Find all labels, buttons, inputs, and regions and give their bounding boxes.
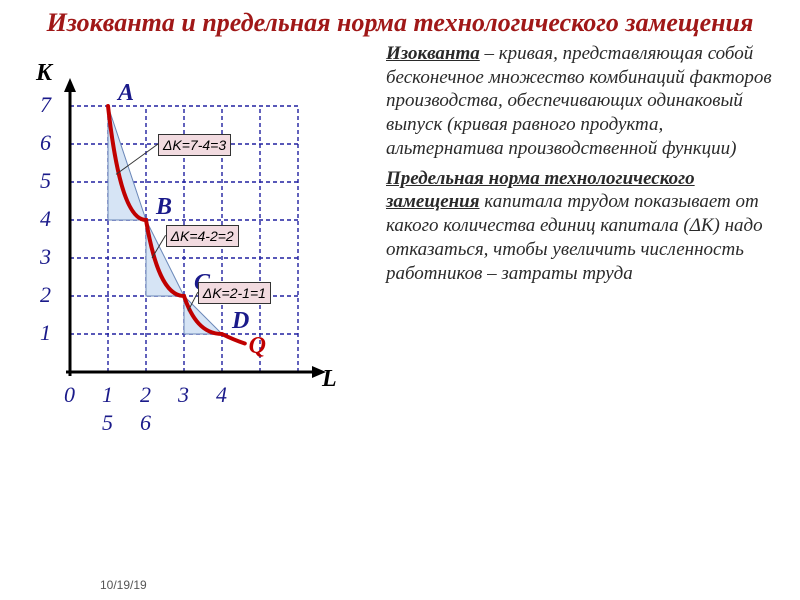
point-label-B: B — [156, 194, 172, 221]
x-tick: 1 — [102, 382, 113, 408]
y-tick: 6 — [40, 130, 51, 156]
x-axis-label: L — [322, 366, 337, 393]
y-tick: 3 — [40, 244, 51, 270]
delta-annotation: ΔK=7-4=3 — [158, 134, 231, 156]
x-tick: 3 — [178, 382, 189, 408]
page-title: Изокванта и предельная норма технологиче… — [0, 0, 800, 42]
y-axis-label: K — [36, 60, 52, 87]
y-tick: 1 — [40, 320, 51, 346]
x-tick: 5 — [102, 410, 113, 436]
footer-date: 10/19/19 — [100, 578, 147, 592]
x-tick: 4 — [216, 382, 227, 408]
term-isoquant: Изокванта — [386, 43, 480, 64]
delta-annotation: ΔK=4-2=2 — [166, 225, 239, 247]
delta-annotation: ΔK=2-1=1 — [198, 282, 271, 304]
isoquant-chart: KL12345670123456ABCDQΔK=7-4=3ΔK=4-2=2ΔK=… — [10, 42, 380, 492]
definitions-text: Изокванта – кривая, представляющая собой… — [380, 42, 790, 492]
x-tick: 6 — [140, 410, 151, 436]
y-tick: 2 — [40, 282, 51, 308]
point-label-D: D — [232, 308, 249, 335]
curve-label: Q — [249, 333, 266, 360]
y-tick: 5 — [40, 168, 51, 194]
x-tick: 0 — [64, 382, 75, 408]
y-tick: 7 — [40, 92, 51, 118]
point-label-A: A — [118, 80, 134, 107]
y-tick: 4 — [40, 206, 51, 232]
x-tick: 2 — [140, 382, 151, 408]
